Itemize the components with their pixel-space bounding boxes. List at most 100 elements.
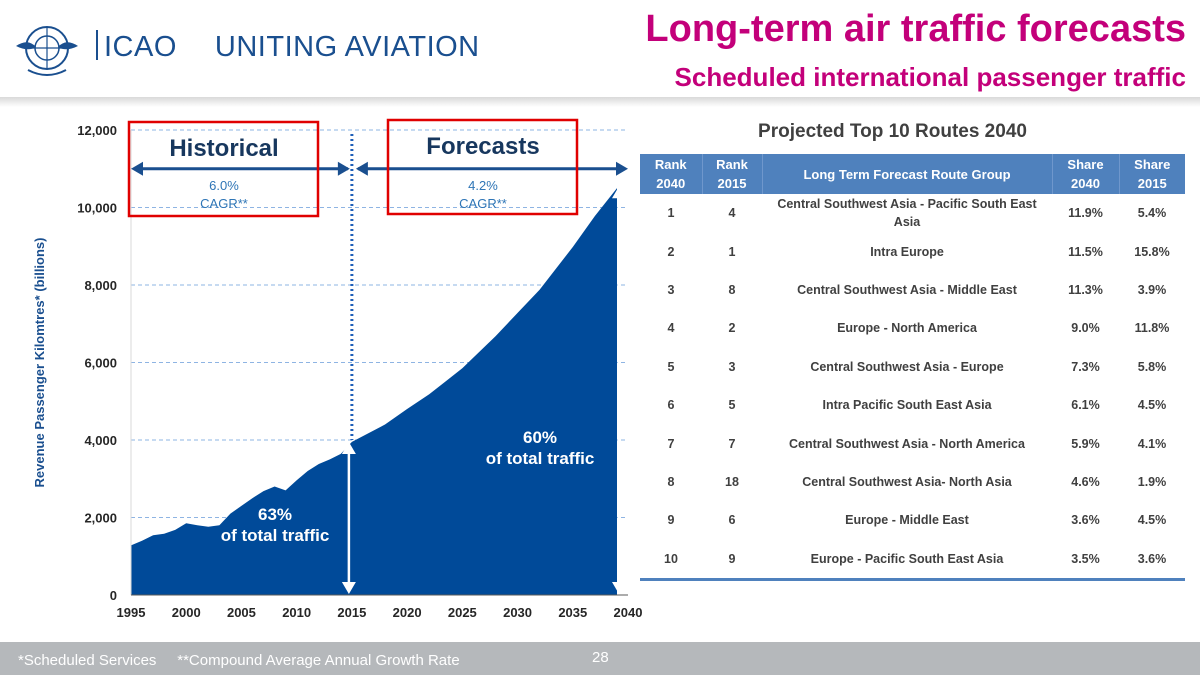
table-row: 7 7 Central Southwest Asia - North America… <box>640 424 1185 462</box>
page-subtitle: Scheduled international passenger traffi… <box>674 62 1186 92</box>
cell-route-group: Europe - North America <box>837 321 977 336</box>
x-tick-label: 2035 <box>558 605 587 620</box>
cell-rank-2015: 6 <box>728 513 736 528</box>
table-row: 6 5 Intra Pacific South East Asia 6.1% 4.5% <box>640 386 1185 424</box>
cell-share-2040: 9.0% <box>1071 321 1100 336</box>
y-tick-label: 12,000 <box>77 123 117 138</box>
historical-box <box>127 120 320 218</box>
org-tagline: UNITING AVIATION <box>214 31 480 63</box>
share-2015-value: 63% <box>258 505 292 524</box>
table-row: 4 2 Europe - North America 9.0% 11.8% <box>640 309 1185 347</box>
cell-share-2015: 4.5% <box>1137 513 1167 528</box>
x-tick-label: 2015 <box>337 605 366 620</box>
share-2015-text: of total traffic <box>221 526 330 545</box>
cell-rank-2015: 4 <box>728 206 736 221</box>
traffic-chart: 0 2,000 4,000 6,000 8,000 10,000 12,000 1995 200… <box>0 110 650 640</box>
cell-share-2015: 15.8% <box>1134 244 1170 259</box>
share-2015-arrow-top-head <box>341 442 356 454</box>
cell-route-group: Intra Europe <box>870 244 944 259</box>
table-title: Projected Top 10 Routes 2040 <box>758 121 1027 142</box>
footer-bar: *Scheduled Services **Compound Average A… <box>0 642 1200 675</box>
cell-rank-2015: 8 <box>728 282 736 297</box>
x-tick-label: 2030 <box>503 605 532 620</box>
forecast-arrow-left-head <box>355 161 368 176</box>
cell-share-2040: 4.6% <box>1071 474 1100 489</box>
table-row: 2 1 Intra Europe 11.5% 15.8% <box>640 232 1185 270</box>
cell-share-2015: 3.6% <box>1119 539 1185 581</box>
cell-share-2040: 3.5% <box>1052 539 1119 581</box>
cell-rank-2015: 2 <box>728 321 736 336</box>
header-divider <box>0 97 1200 107</box>
forecast-arrow-right-head <box>616 161 628 176</box>
cell-rank-2015: 7 <box>728 436 736 451</box>
cell-share-2015: 1.9% <box>1137 474 1167 489</box>
traffic-area <box>131 188 617 595</box>
table-row: 5 3 Central Southwest Asia - Europe 7.3% 5.8… <box>640 348 1185 386</box>
cell-share-2015: 11.8% <box>1134 321 1170 336</box>
y-tick-label: 6,000 <box>84 356 117 371</box>
cell-share-2040: 5.9% <box>1071 436 1100 451</box>
cell-share-2015: 5.8% <box>1137 359 1167 374</box>
historical-cagr-label: CAGR** <box>200 196 248 211</box>
header-rank-2015: Rank 2015 <box>701 154 762 194</box>
cell-share-2040: 3.6% <box>1071 513 1100 528</box>
cell-share-2040: 7.3% <box>1071 359 1100 374</box>
x-tick-label: 2020 <box>393 605 422 620</box>
cell-share-2040: 11.5% <box>1068 244 1103 259</box>
cell-rank-2040: 5 <box>667 359 675 374</box>
cell-route-group: Europe - Middle East <box>845 513 969 528</box>
cell-rank-2015: 9 <box>702 539 762 581</box>
cell-route-group: Central Southwest Asia - North America <box>789 436 1025 451</box>
org-name: ICAO UNITING AVIATION <box>96 30 480 64</box>
org-acronym: ICAO <box>104 31 177 63</box>
cell-rank-2040: 3 <box>667 282 675 297</box>
traffic-chart-svg: 0 2,000 4,000 6,000 8,000 10,000 12,000 1995 200… <box>32 118 643 620</box>
footnote: *Scheduled Services **Compound Average A… <box>18 652 460 669</box>
table-row: 3 8 Central Southwest Asia - Middle East 11… <box>640 271 1185 309</box>
forecast-cagr-value: 4.2% <box>468 178 498 193</box>
x-tick-label: 1995 <box>117 605 146 620</box>
header: ICAO UNITING AVIATION Long-term air traff… <box>0 0 1200 97</box>
x-tick-label: 2010 <box>282 605 311 620</box>
y-tick-label: 2,000 <box>84 511 117 526</box>
cell-rank-2040: 7 <box>667 436 675 451</box>
cell-share-2015: 4.5% <box>1137 398 1167 413</box>
historical-cagr-value: 6.0% <box>209 178 239 193</box>
routes-table: Rank 2040 Rank 2015 Long Term Forecast Rou… <box>640 154 1185 581</box>
cell-route-group: Central Southwest Asia - Middle East <box>797 282 1017 297</box>
table-row: 8 18 Central Southwest Asia- North Asia 4.6… <box>640 463 1185 501</box>
y-tick-label: 0 <box>110 588 117 603</box>
table-row: 10 9 Europe - Pacific South East Asia 3.5% 3… <box>640 539 1185 581</box>
cell-route-group: Intra Pacific South East Asia <box>822 398 992 413</box>
share-2040-arrow-top-head <box>612 186 626 199</box>
cell-share-2015: 4.1% <box>1137 436 1167 451</box>
x-tick-label: 2040 <box>614 605 643 620</box>
historical-label: Historical <box>169 135 278 162</box>
share-2040-text: of total traffic <box>486 449 595 468</box>
historical-arrow-left-head <box>131 161 143 176</box>
cell-share-2040: 6.1% <box>1071 398 1100 413</box>
share-2040-value: 60% <box>523 428 557 447</box>
x-tick-label: 2000 <box>172 605 201 620</box>
share-2040-arrow-bottom-head <box>612 582 626 594</box>
cell-route-group: Europe - Pacific South East Asia <box>762 539 1052 581</box>
cell-rank-2015: 18 <box>725 474 739 489</box>
header-share-2015: Share 2015 <box>1118 154 1185 194</box>
forecast-cagr-label: CAGR** <box>459 196 507 211</box>
table-row: 1 4 Central Southwest Asia - Pacific South… <box>640 194 1185 232</box>
cell-rank-2015: 1 <box>728 244 736 259</box>
cell-rank-2040: 6 <box>667 398 675 413</box>
x-tick-label: 2005 <box>227 605 256 620</box>
cell-rank-2015: 5 <box>728 398 736 413</box>
y-tick-label: 10,000 <box>77 201 117 216</box>
table-header-row: Rank 2040 Rank 2015 Long Term Forecast Rou… <box>640 154 1185 194</box>
icao-emblem-icon <box>16 26 78 76</box>
header-rank-2040: Rank 2040 <box>640 154 702 194</box>
y-tick-label: 4,000 <box>84 433 117 448</box>
cell-route-group: Central Southwest Asia- North Asia <box>802 474 1012 489</box>
cell-rank-2015: 3 <box>728 359 736 374</box>
cell-rank-2040: 8 <box>667 474 675 489</box>
cell-share-2015: 3.9% <box>1137 282 1167 297</box>
forecast-label: Forecasts <box>426 133 539 160</box>
cell-rank-2040: 4 <box>667 321 675 336</box>
